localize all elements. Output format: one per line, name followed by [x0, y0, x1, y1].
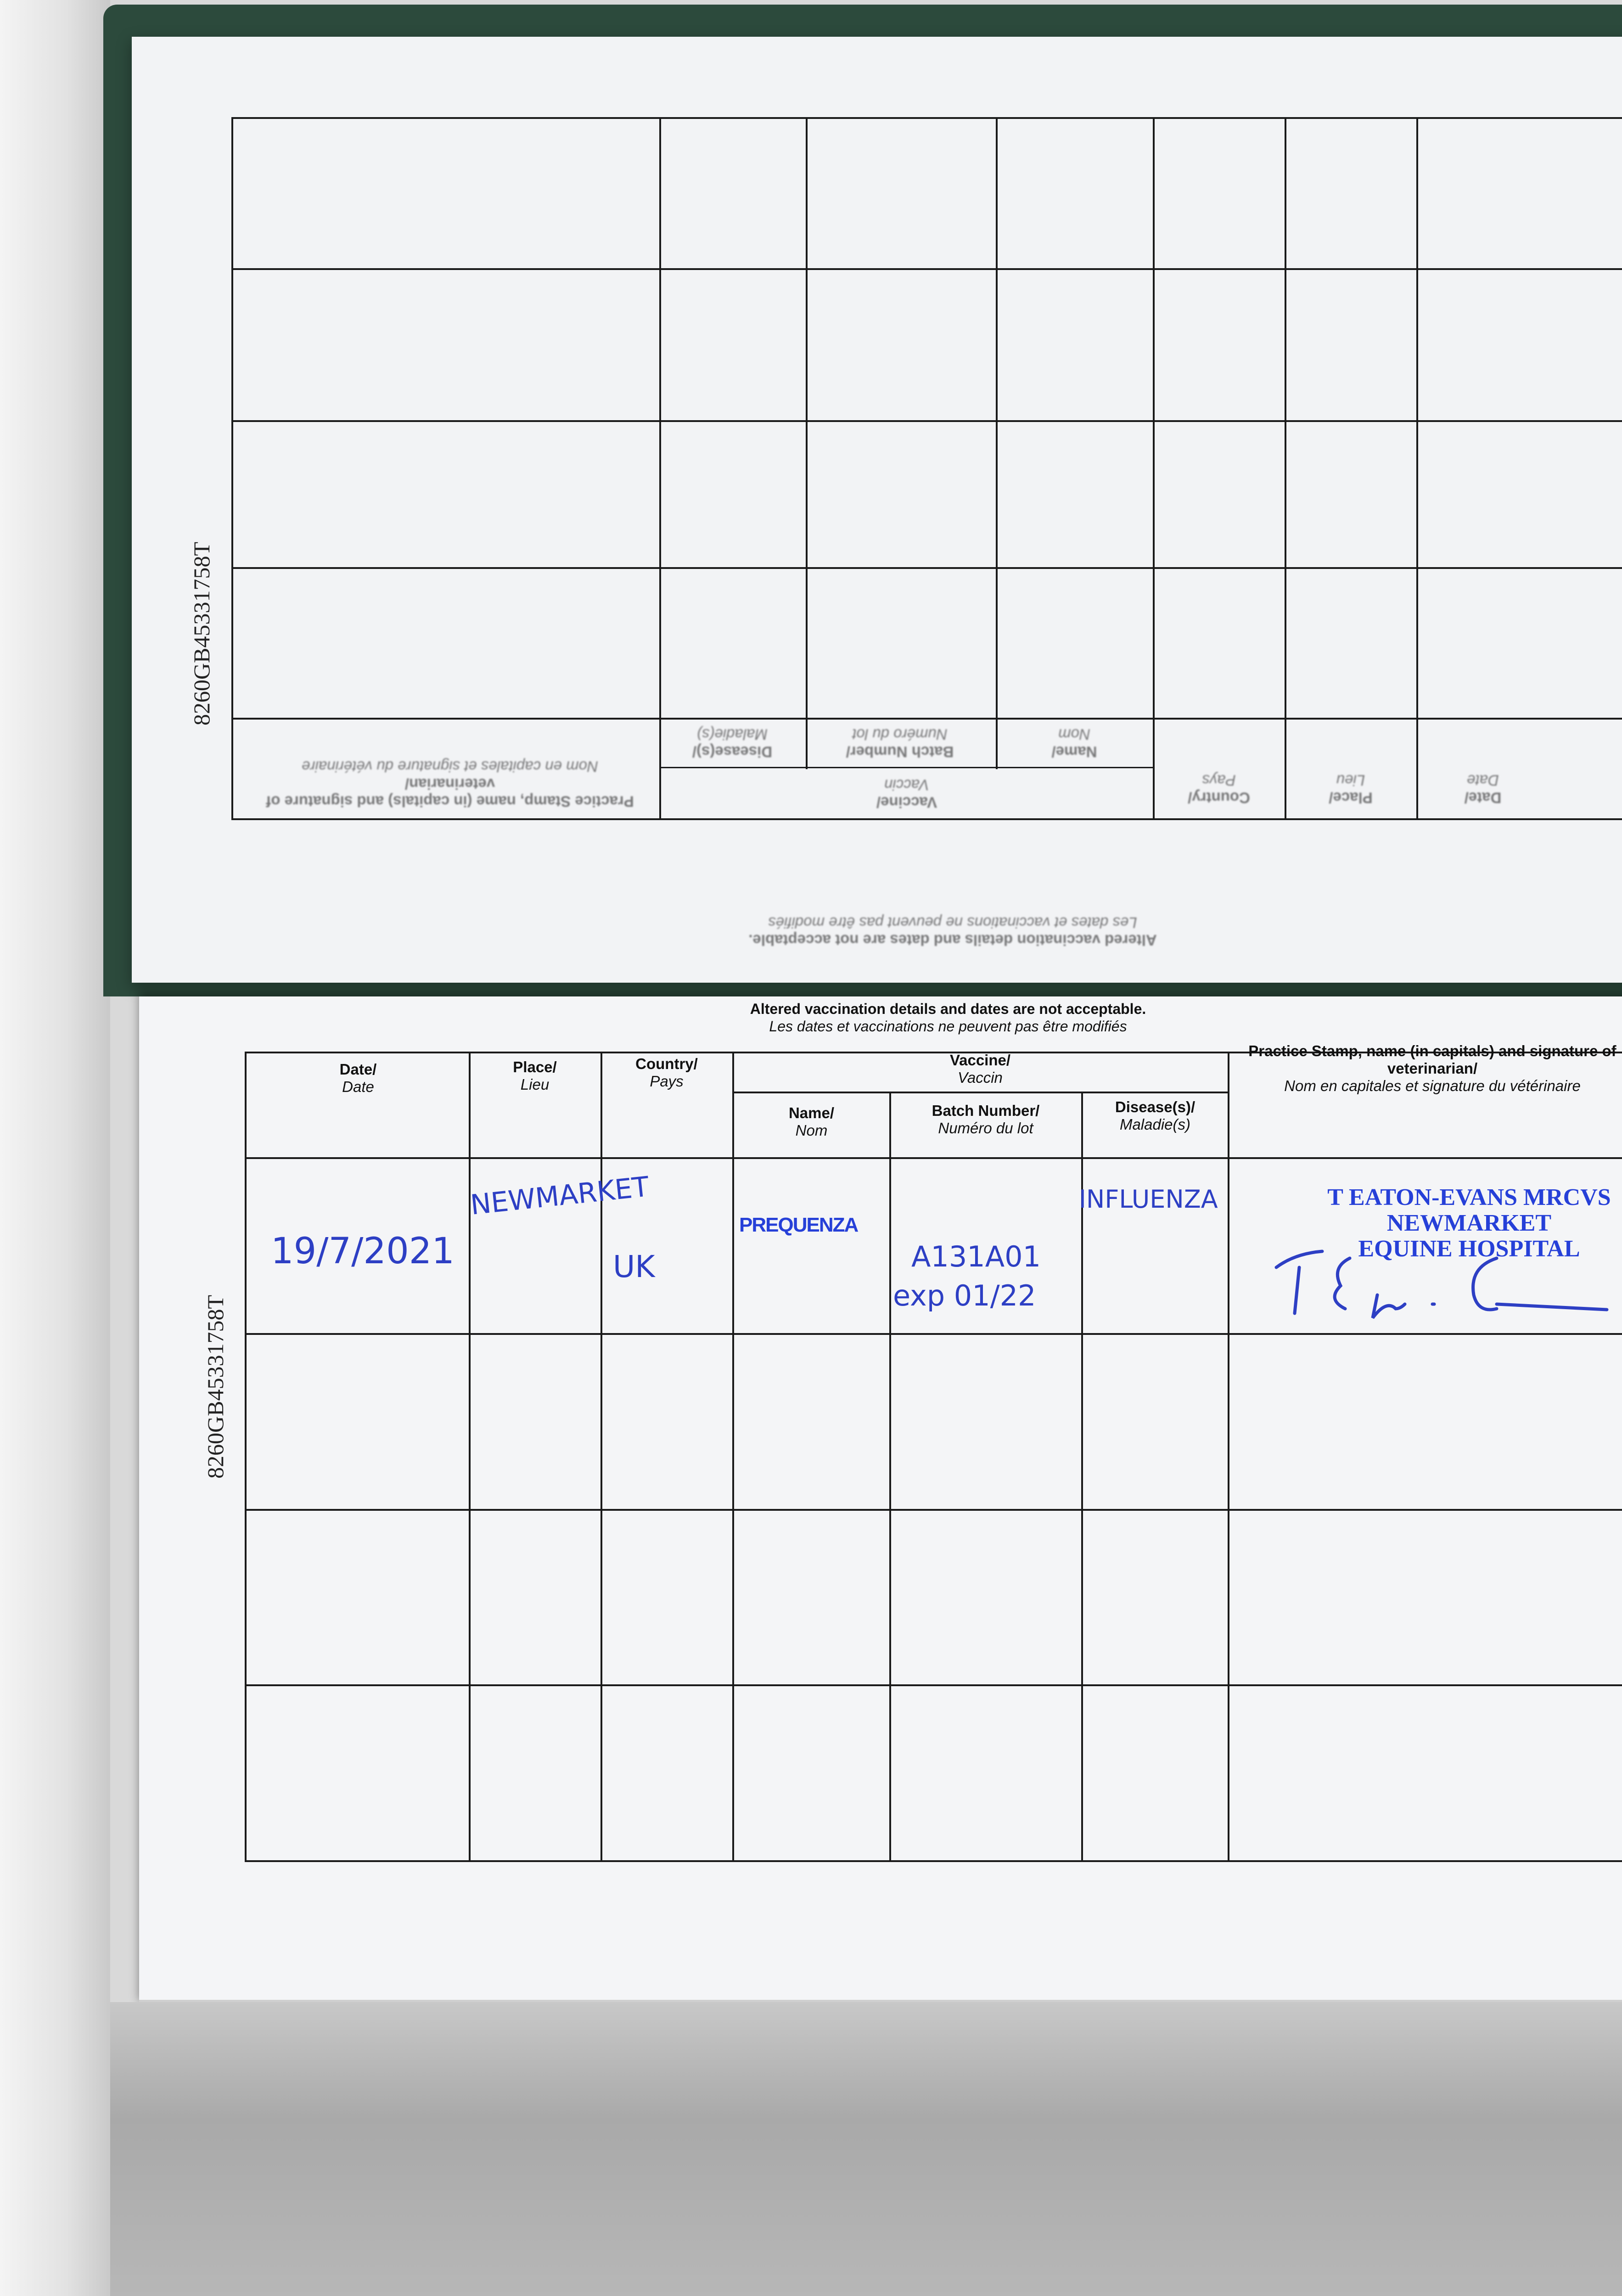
scanner-background: [0, 0, 110, 2296]
serial-number-upper: 8260GB45331758T: [189, 542, 214, 726]
veterinarian-signature: [1274, 1249, 1609, 1319]
header-date: Date/Date: [339, 1061, 377, 1095]
entry-date: 19/7/2021: [271, 1231, 455, 1272]
upper-header-stamp: Practice Stamp, name (in capitals) and s…: [266, 758, 634, 810]
upper-notice: Altered vaccination details and dates ar…: [748, 914, 1157, 949]
entry-batch-expiry: exp 01/22: [893, 1279, 1036, 1312]
stamp-line: NEWMARKET: [1386, 1210, 1552, 1236]
entry-batch-number: A131A01: [911, 1240, 1041, 1273]
practice-stamp: T EATON-EVANS MRCVS NEWMARKET EQUINE HOS…: [1322, 1185, 1616, 1262]
scanner-background-bottom: [110, 2002, 1622, 2296]
header-vaccine: Vaccine/Vaccin: [949, 1052, 1011, 1086]
stamp-line: T EATON-EVANS MRCVS: [1327, 1184, 1611, 1210]
upper-header-name: Name/Nom: [1051, 726, 1097, 760]
header-country: Country/Pays: [635, 1055, 698, 1090]
serial-number-lower: 8260GB45331758T: [202, 1295, 228, 1479]
entry-vaccine-name: PREQUENZA: [739, 1214, 859, 1236]
notice: Altered vaccination details and dates ar…: [750, 1001, 1146, 1035]
stamp-line: EQUINE HOSPITAL: [1358, 1236, 1580, 1262]
entry-country: UK: [613, 1249, 655, 1284]
header-place: Place/Lieu: [513, 1058, 557, 1093]
upper-header-disease: Disease(s)/Maladie(s): [692, 726, 773, 760]
upper-header-country: Country/Pays: [1188, 772, 1250, 806]
upper-header-batch: Batch Number/Numéro du lot: [846, 726, 954, 760]
upper-header-place: Place/Lieu: [1329, 772, 1373, 806]
upper-page: [132, 37, 1622, 983]
upper-header-vaccine: Vaccine/Vaccin: [876, 777, 937, 811]
header-disease: Disease(s)/Maladie(s): [1115, 1098, 1195, 1133]
header-vaccine-name: Name/Nom: [788, 1104, 835, 1139]
entry-disease: INFLUENZA: [1079, 1185, 1218, 1214]
header-batch-number: Batch Number/Numéro du lot: [932, 1102, 1040, 1137]
header-practice-stamp: Practice Stamp, name (in capitals) and s…: [1248, 1042, 1616, 1094]
lower-page: [139, 996, 1622, 2004]
upper-header-date: Date/Date: [1464, 772, 1502, 806]
